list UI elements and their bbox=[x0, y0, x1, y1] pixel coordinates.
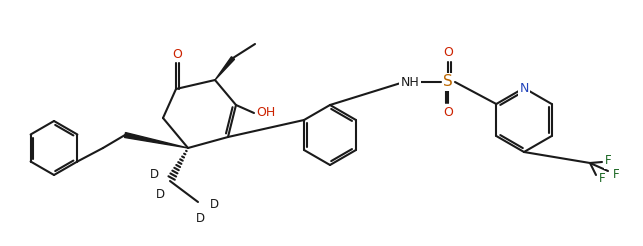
Text: S: S bbox=[443, 75, 453, 90]
Text: D: D bbox=[149, 169, 159, 182]
Text: F: F bbox=[613, 169, 619, 182]
Text: O: O bbox=[443, 106, 453, 119]
Polygon shape bbox=[215, 57, 235, 80]
Text: O: O bbox=[443, 46, 453, 60]
Text: N: N bbox=[520, 81, 529, 94]
Text: O: O bbox=[172, 47, 182, 61]
Text: F: F bbox=[604, 154, 611, 168]
Text: OH: OH bbox=[257, 107, 276, 120]
Text: D: D bbox=[195, 212, 204, 225]
Text: D: D bbox=[156, 187, 165, 200]
Text: D: D bbox=[210, 198, 219, 211]
Text: NH: NH bbox=[401, 76, 419, 89]
Text: F: F bbox=[599, 172, 605, 185]
Polygon shape bbox=[125, 133, 188, 148]
